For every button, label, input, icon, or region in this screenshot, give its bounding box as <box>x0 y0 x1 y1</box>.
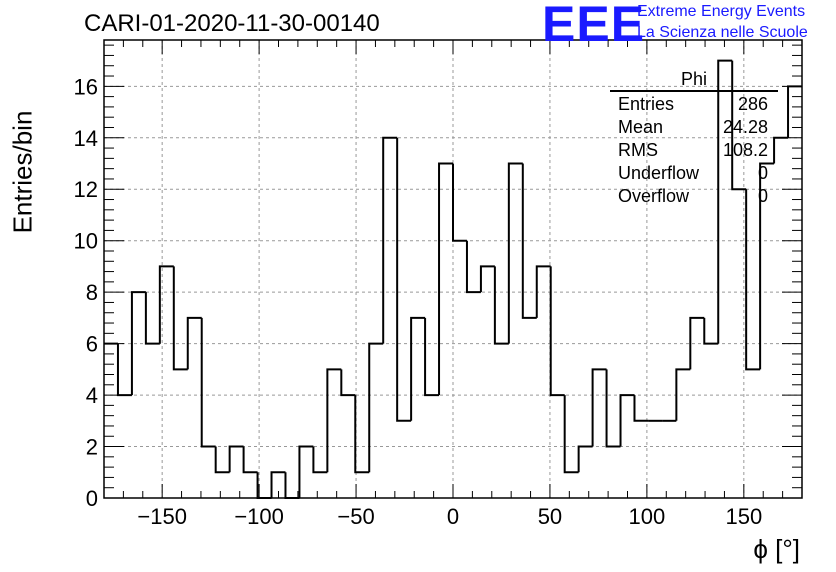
x-tick-label: 100 <box>629 504 666 529</box>
histogram-bin <box>214 446 230 474</box>
histogram-bin <box>382 136 398 344</box>
histogram-bin <box>158 265 174 344</box>
stats-row-underflow: Underflow 0 <box>610 162 778 185</box>
histogram-bin <box>200 317 216 448</box>
histogram-bin <box>549 266 565 397</box>
histogram-bin <box>745 189 761 371</box>
histogram-bin <box>577 445 593 473</box>
tick-labels: −150 −100 −50 0 50 100 150 0 2 4 6 8 10 12 14 16 <box>74 74 763 529</box>
histogram-bin <box>563 395 579 474</box>
x-tick-label: 0 <box>447 504 459 529</box>
histogram-bin <box>438 162 453 396</box>
y-tick-label: 10 <box>74 229 98 254</box>
y-tick-label: 6 <box>86 332 98 357</box>
stats-row-overflow: Overflow 0 <box>610 185 778 208</box>
stats-value: 108.2 <box>722 140 768 160</box>
y-tick-label: 0 <box>86 486 98 511</box>
x-tick-label: −100 <box>234 504 284 529</box>
y-tick-label: 2 <box>86 435 98 460</box>
histogram-bin <box>312 446 328 474</box>
y-tick-label: 16 <box>74 74 98 99</box>
histogram-bin <box>256 472 272 499</box>
histogram-bin <box>424 317 440 397</box>
histogram-bin <box>689 316 705 370</box>
histogram-bin <box>130 291 146 396</box>
stats-box: Phi Entries 286 Mean 24.28 RMS 108.2 Und… <box>610 68 778 208</box>
histogram-bin <box>326 368 342 473</box>
stats-value: 286 <box>737 94 768 114</box>
histogram-bin <box>535 265 551 318</box>
histogram-bin <box>340 369 356 397</box>
stats-title: Phi <box>680 69 707 89</box>
stats-value: 0 <box>757 163 768 183</box>
histogram-bin <box>493 266 509 345</box>
histogram-bin <box>172 266 188 371</box>
histogram-bin <box>717 59 733 344</box>
stats-value: 24.28 <box>722 117 768 137</box>
histogram-bin <box>368 342 384 473</box>
histogram-bin <box>521 163 537 319</box>
x-tick-label: 50 <box>538 504 562 529</box>
histogram-bin <box>298 445 314 498</box>
stats-row-mean: Mean 24.28 <box>610 116 778 139</box>
histogram-bin <box>479 265 495 293</box>
histogram-bins <box>104 59 802 499</box>
histogram-bin <box>116 343 132 397</box>
y-tick-label: 8 <box>86 280 98 305</box>
stats-row-entries: Entries 286 <box>610 93 778 116</box>
stats-divider <box>610 90 778 92</box>
histogram-bin <box>284 472 300 499</box>
histogram-bin <box>675 368 691 421</box>
histogram-bin <box>410 316 426 421</box>
y-tick-label: 14 <box>74 126 98 151</box>
stats-label: Overflow <box>618 186 690 206</box>
histogram-bin <box>731 60 747 191</box>
x-axis-label: ϕ [°] <box>753 534 800 564</box>
histogram-bin <box>270 471 286 498</box>
x-tick-label: 150 <box>725 504 762 529</box>
eee-logo: EEE <box>542 0 646 52</box>
histogram-bin <box>228 445 244 473</box>
histogram-bin <box>507 162 523 344</box>
stats-label: Underflow <box>618 163 700 183</box>
logo-line-2: La Scienza nelle Scuole <box>637 24 808 41</box>
histogram-bin <box>354 395 370 474</box>
histogram-bin <box>396 137 412 422</box>
histogram-bin <box>759 162 775 370</box>
stats-label: Mean <box>618 117 664 137</box>
histogram-bin <box>619 394 635 447</box>
chart-title: CARI-01-2020-11-30-00140 <box>84 10 380 37</box>
histogram-bin <box>787 85 802 138</box>
histogram-bin <box>186 316 202 370</box>
axis-ticks <box>103 40 803 499</box>
histogram-bin <box>465 240 481 294</box>
histogram-bin <box>703 317 719 345</box>
x-tick-label: −50 <box>337 504 374 529</box>
stats-value: 0 <box>757 186 768 206</box>
histogram-bin <box>144 292 160 345</box>
y-axis-label: Entries/bin <box>7 110 38 234</box>
y-tick-label: 4 <box>86 383 98 408</box>
histogram-bin <box>605 369 621 448</box>
stats-row-rms: RMS 108.2 <box>610 139 778 162</box>
y-axis-label-box: Entries/bin <box>7 110 38 234</box>
logo-line-1: Extreme Energy Events <box>637 3 806 20</box>
histogram-bin <box>633 395 649 422</box>
histogram-bin <box>452 163 467 242</box>
stats-label: Entries <box>618 94 675 114</box>
x-tick-label: −150 <box>137 504 187 529</box>
histogram-bin <box>242 446 258 474</box>
stats-label: RMS <box>618 140 658 160</box>
y-tick-label: 12 <box>74 177 98 202</box>
histogram-bin <box>591 368 607 447</box>
